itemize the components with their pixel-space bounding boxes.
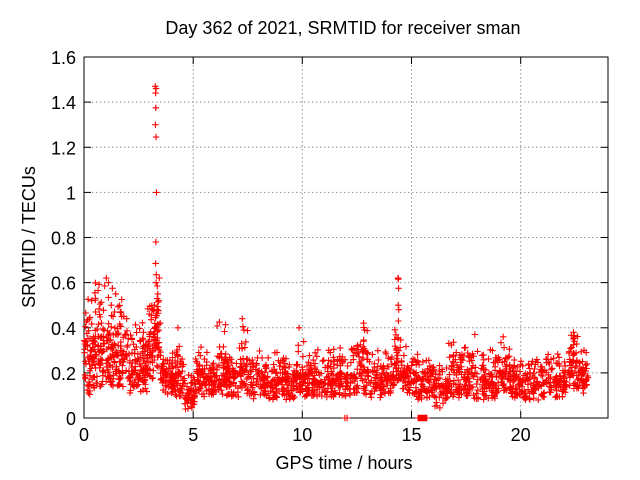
- y-tick-label: 1: [66, 183, 76, 203]
- y-tick-label: 1.6: [51, 48, 76, 68]
- x-tick-label: 10: [292, 425, 312, 445]
- x-tick-label: 20: [511, 425, 531, 445]
- y-tick-label: 0.6: [51, 274, 76, 294]
- y-tick-label: 0: [66, 409, 76, 429]
- x-tick-label: 5: [188, 425, 198, 445]
- y-tick-label: 0.4: [51, 319, 76, 339]
- y-tick-label: 0.8: [51, 229, 76, 249]
- y-tick-label: 1.2: [51, 138, 76, 158]
- x-tick-label: 0: [79, 425, 89, 445]
- tick-labels: 0 5 10 15 20 0 0.2 0.4 0.6 0.8 1 1.2 1.4 1.6: [51, 48, 531, 445]
- y-tick-label: 1.4: [51, 93, 76, 113]
- chart-title: Day 362 of 2021, SRMTID for receiver sma…: [165, 18, 520, 38]
- grid-lines: [84, 57, 608, 418]
- x-axis-label: GPS time / hours: [275, 453, 412, 473]
- y-axis-label: SRMTID / TECUs: [19, 166, 39, 308]
- data-points-path: [80, 83, 592, 422]
- y-tick-label: 0.2: [51, 364, 76, 384]
- x-tick-label: 15: [401, 425, 421, 445]
